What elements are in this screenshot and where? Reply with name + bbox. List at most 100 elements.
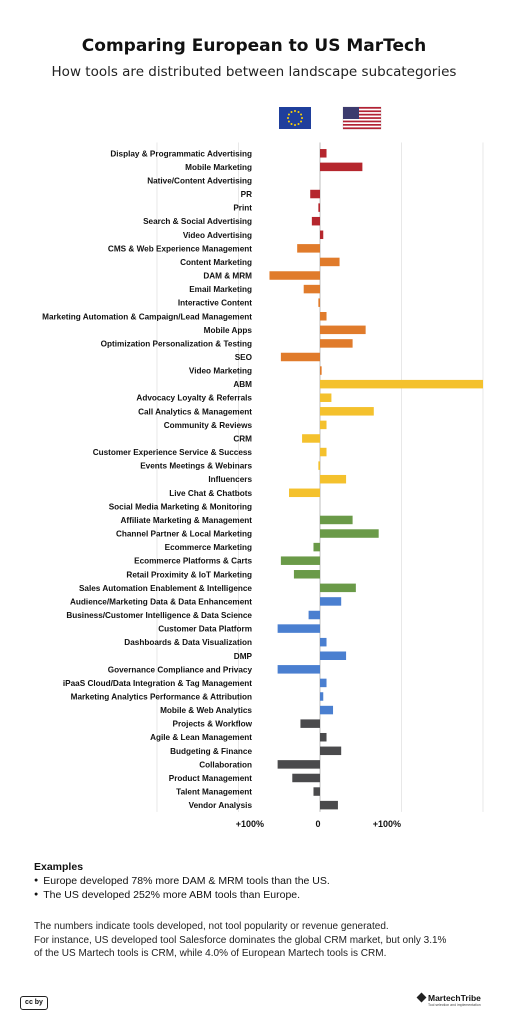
- bar: [320, 447, 327, 457]
- category-label: Print: [233, 204, 252, 213]
- category-label: SEO: [235, 353, 253, 362]
- category-label: Sales Automation Enablement & Intelligen…: [79, 584, 252, 593]
- bar: [320, 515, 353, 525]
- category-label: Events Meetings & Webinars: [140, 462, 252, 471]
- category-label: DMP: [234, 652, 253, 661]
- bar: [300, 719, 320, 728]
- brand-tagline: Tool selection and implementation: [428, 1003, 481, 1007]
- category-label: Product Management: [169, 774, 253, 783]
- bar: [280, 556, 320, 565]
- category-label: Dashboards & Data Visualization: [124, 638, 252, 647]
- category-label: Audience/Marketing Data & Data Enhanceme…: [70, 597, 252, 606]
- category-label: CMS & Web Experience Management: [108, 244, 252, 253]
- cc-license-icon: cc by: [20, 996, 48, 1010]
- bar: [320, 692, 324, 701]
- tick-label: +100%: [236, 819, 264, 829]
- bar: [320, 800, 338, 810]
- bar: [320, 529, 379, 538]
- category-label: Email Marketing: [189, 285, 252, 294]
- category-label: Marketing Analytics Performance & Attrib…: [71, 692, 252, 701]
- bar: [320, 230, 324, 240]
- category-label: Marketing Automation & Campaign/Lead Man…: [42, 312, 252, 321]
- category-label: Ecommerce Marketing: [165, 543, 252, 552]
- category-label: Mobile Marketing: [185, 163, 252, 172]
- tick-label: +100%: [373, 819, 401, 829]
- bar: [320, 407, 374, 416]
- category-label: Advocacy Loyalty & Referrals: [136, 394, 252, 403]
- bar: [277, 624, 320, 633]
- bar: [313, 542, 320, 552]
- bar: [289, 488, 320, 498]
- bar: [320, 474, 347, 484]
- category-label: Affiliate Marketing & Management: [121, 516, 253, 525]
- bar: [269, 271, 320, 280]
- bar: [320, 312, 327, 321]
- chart-subtitle: How tools are distributed between landsc…: [51, 64, 457, 80]
- bar: [311, 216, 320, 226]
- category-label: Customer Experience Service & Success: [93, 448, 253, 457]
- bar: [297, 244, 320, 253]
- category-label: Video Advertising: [183, 231, 252, 240]
- bar: [277, 665, 320, 674]
- bar: [320, 149, 327, 158]
- brand-mark-icon: [416, 992, 427, 1003]
- tick-label: 0: [315, 819, 320, 829]
- eu-flag-icon: [279, 107, 311, 129]
- category-label: Content Marketing: [180, 258, 252, 267]
- bar: [303, 284, 320, 294]
- footnote-line: of the US Martech tools is CRM, while 4.…: [34, 948, 387, 959]
- category-label: CRM: [233, 434, 252, 443]
- bar: [320, 583, 356, 593]
- examples-section: Examples Europe developed 78% more DAM &…: [34, 860, 330, 902]
- category-label: Governance Compliance and Privacy: [108, 665, 253, 674]
- category-label: Display & Programmatic Advertising: [110, 149, 252, 158]
- category-label: Social Media Marketing & Monitoring: [109, 502, 252, 511]
- bar: [320, 325, 366, 335]
- category-label: Customer Data Platform: [158, 625, 252, 634]
- bar: [320, 393, 332, 402]
- bar: [308, 610, 320, 620]
- category-label: Video Marketing: [189, 367, 252, 376]
- us-flag-icon: [342, 106, 382, 130]
- category-label: Influencers: [208, 475, 252, 484]
- category-label: Optimization Personalization & Testing: [101, 339, 252, 348]
- category-label: Budgeting & Finance: [170, 747, 252, 756]
- bar: [293, 570, 320, 579]
- category-label: Agile & Lean Management: [150, 733, 252, 742]
- category-label: iPaaS Cloud/Data Integration & Tag Manag…: [63, 679, 252, 688]
- bar: [310, 189, 320, 199]
- category-label: Native/Content Advertising: [147, 176, 252, 185]
- bar: [320, 366, 322, 375]
- category-label: Vendor Analysis: [189, 801, 253, 810]
- bar: [318, 298, 320, 307]
- bar: [313, 787, 320, 796]
- category-label: Call Analytics & Management: [138, 407, 252, 416]
- bar: [318, 203, 320, 212]
- bar: [318, 461, 320, 470]
- example-item: Europe developed 78% more DAM & MRM tool…: [34, 874, 330, 888]
- bar: [320, 705, 334, 715]
- examples-heading: Examples: [34, 861, 84, 873]
- brand-name: MartechTribe: [428, 993, 481, 1003]
- bar: [320, 420, 327, 430]
- example-item: The US developed 252% more ABM tools tha…: [34, 888, 330, 902]
- bar: [320, 637, 327, 647]
- category-label: PR: [241, 190, 252, 199]
- category-label: Collaboration: [199, 760, 252, 769]
- category-label: Business/Customer Intelligence & Data Sc…: [66, 611, 252, 620]
- bar: [320, 746, 342, 756]
- category-label: Search & Social Advertising: [143, 217, 252, 226]
- category-label: Live Chat & Chatbots: [169, 489, 252, 498]
- bar: [320, 339, 353, 348]
- bar: [320, 379, 483, 389]
- category-label: Community & Reviews: [164, 421, 253, 430]
- bar-chart: Display & Programmatic Advertising Mobile…: [42, 106, 484, 829]
- category-label: Projects & Workflow: [173, 720, 253, 729]
- bar: [280, 352, 320, 362]
- category-label: Talent Management: [176, 788, 252, 797]
- bar: [320, 678, 327, 688]
- brand-logo: MartechTribe Tool selection and implemen…: [416, 992, 481, 1007]
- bar: [320, 651, 347, 660]
- category-label: DAM & MRM: [203, 272, 252, 281]
- category-label: Retail Proximity & IoT Marketing: [126, 570, 252, 579]
